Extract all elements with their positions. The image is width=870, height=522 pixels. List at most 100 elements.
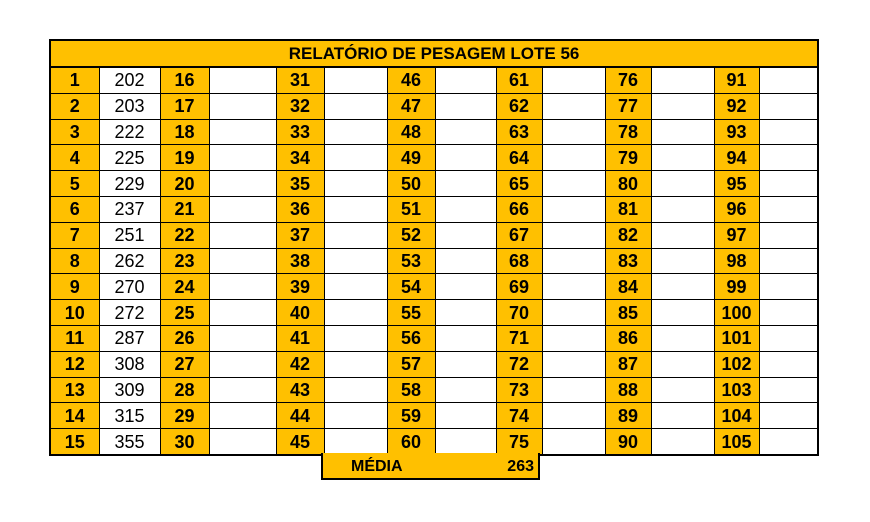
weight-cell [434,170,497,197]
weight-cell [434,350,497,378]
weight-cell [541,428,606,456]
weight-cell [323,170,388,197]
weight-cell [758,118,819,146]
lot-index-cell: 48 [386,118,436,146]
lot-index-cell: 90 [604,428,652,456]
weight-cell: 262 [98,247,161,275]
lot-index-cell: 19 [159,144,210,172]
lot-index-cell: 79 [604,144,652,172]
weight-cell [541,118,606,146]
weight-cell [650,428,715,456]
weight-cell: 203 [98,92,161,120]
lot-index-cell: 2 [49,92,100,120]
weight-cell [758,428,819,456]
weight-cell: 315 [98,402,161,430]
weight-cell [758,273,819,301]
table-row: 6 237 21 36 51 66 81 96 [49,195,819,223]
average-value: 263 [507,458,534,475]
lot-index-cell: 22 [159,221,210,249]
lot-index-cell: 84 [604,273,652,301]
weight-cell [434,195,497,223]
lot-index-cell: 71 [495,324,543,352]
weight-cell [541,66,606,94]
weight-cell [434,247,497,275]
lot-index-cell: 104 [713,402,760,430]
weight-cell [208,402,277,430]
lot-index-cell: 69 [495,273,543,301]
weight-cell [208,247,277,275]
weight-cell [434,324,497,352]
table-row: 3 222 18 33 48 63 78 93 [49,118,819,146]
lot-index-cell: 83 [604,247,652,275]
weight-cell [650,376,715,404]
lot-index-cell: 88 [604,376,652,404]
table-row: 15 355 30 45 60 75 90 105 [49,428,819,456]
weight-cell: 309 [98,376,161,404]
weight-cell [650,402,715,430]
lot-index-cell: 31 [275,66,325,94]
lot-index-cell: 70 [495,299,543,326]
weight-cell: 202 [98,66,161,94]
lot-index-cell: 54 [386,273,436,301]
lot-index-cell: 105 [713,428,760,456]
lot-index-cell: 76 [604,66,652,94]
table-row: 12 308 27 42 57 72 87 102 [49,350,819,378]
lot-index-cell: 9 [49,273,100,301]
lot-index-cell: 58 [386,376,436,404]
weight-cell [323,324,388,352]
weight-cell [323,221,388,249]
weight-cell [650,118,715,146]
weight-cell [208,144,277,172]
lot-index-cell: 14 [49,402,100,430]
weight-cell: 272 [98,299,161,326]
lot-index-cell: 47 [386,92,436,120]
average-label: MÉDIA [351,458,403,475]
lot-index-cell: 89 [604,402,652,430]
lot-index-cell: 95 [713,170,760,197]
lot-index-cell: 75 [495,428,543,456]
lot-index-cell: 46 [386,66,436,94]
weight-cell [323,118,388,146]
weight-cell [208,66,277,94]
weight-cell [208,195,277,223]
lot-index-cell: 7 [49,221,100,249]
weight-cell: 355 [98,428,161,456]
weight-cell [758,299,819,326]
weight-cell [434,118,497,146]
lot-index-cell: 73 [495,376,543,404]
weight-cell [323,376,388,404]
weight-cell [208,350,277,378]
lot-index-cell: 67 [495,221,543,249]
lot-index-cell: 42 [275,350,325,378]
report-title: RELATÓRIO DE PESAGEM LOTE 56 [49,39,819,68]
lot-index-cell: 25 [159,299,210,326]
lot-index-cell: 60 [386,428,436,456]
weight-cell [434,299,497,326]
table-row: 8 262 23 38 53 68 83 98 [49,247,819,275]
weight-cell [650,66,715,94]
lot-index-cell: 81 [604,195,652,223]
lot-index-cell: 72 [495,350,543,378]
lot-index-cell: 20 [159,170,210,197]
lot-index-cell: 52 [386,221,436,249]
weight-cell [541,144,606,172]
lot-index-cell: 91 [713,66,760,94]
weight-cell [758,324,819,352]
weight-cell [541,376,606,404]
lot-index-cell: 38 [275,247,325,275]
weight-cell [434,376,497,404]
lot-index-cell: 99 [713,273,760,301]
weight-cell [650,247,715,275]
table-row: 10 272 25 40 55 70 85 100 [49,299,819,326]
weight-cell [434,428,497,456]
weight-cell [758,195,819,223]
lot-index-cell: 32 [275,92,325,120]
lot-index-cell: 103 [713,376,760,404]
lot-index-cell: 8 [49,247,100,275]
weight-cell: 287 [98,324,161,352]
lot-index-cell: 36 [275,195,325,223]
lot-index-cell: 6 [49,195,100,223]
lot-index-cell: 62 [495,92,543,120]
lot-index-cell: 30 [159,428,210,456]
weight-cell [758,92,819,120]
